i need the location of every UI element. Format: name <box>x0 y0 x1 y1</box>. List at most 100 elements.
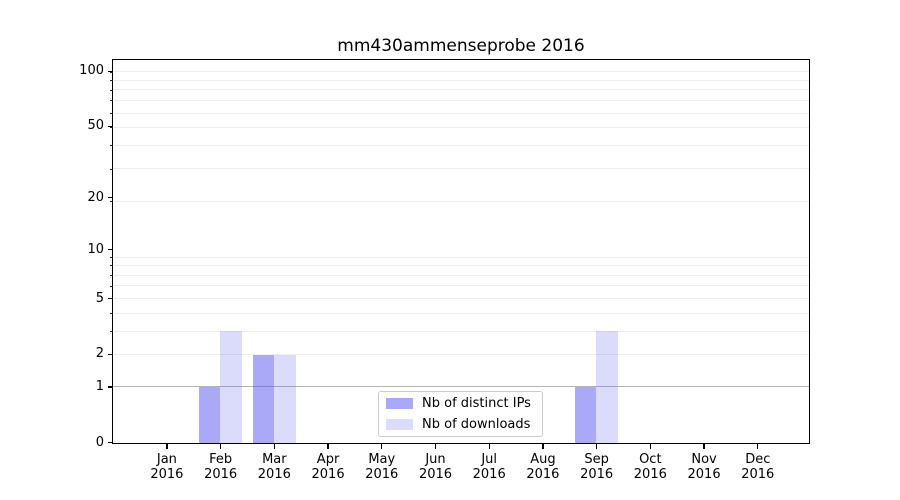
legend-item-downloads: Nb of downloads <box>386 415 535 435</box>
y-minor-tick <box>110 127 113 129</box>
x-tick-label: Nov 2016 <box>674 452 734 482</box>
x-tick-month: Sep <box>584 452 609 467</box>
y-tick <box>107 249 113 251</box>
x-tick-year: 2016 <box>580 467 614 482</box>
bar-downloads-sep <box>596 331 618 443</box>
x-tick <box>488 444 490 449</box>
y-minor-tick <box>110 201 113 203</box>
gridline-minor <box>113 265 809 267</box>
x-tick-month: Mar <box>262 452 287 467</box>
bar-downloads-mar <box>274 354 296 443</box>
gridline-minor <box>113 100 809 102</box>
x-tick-label: Jun 2016 <box>405 452 465 482</box>
gridline-minor <box>113 71 809 73</box>
y-minor-tick <box>110 298 113 300</box>
y-minor-tick <box>110 145 113 147</box>
x-tick <box>596 444 598 449</box>
legend-label-distinct-ips: Nb of distinct IPs <box>422 396 531 412</box>
plot-area <box>112 59 810 444</box>
gridline-minor <box>113 312 809 314</box>
gridline-minor <box>113 297 809 299</box>
bar-distinct-ips-feb <box>198 387 221 443</box>
x-tick-month: Feb <box>209 452 233 467</box>
x-tick <box>166 444 168 449</box>
gridline-minor <box>113 330 809 332</box>
gridline-minor <box>113 168 809 170</box>
x-tick-month: May <box>368 452 396 467</box>
x-tick-year: 2016 <box>418 467 453 482</box>
y-tick-label: 100 <box>79 63 104 79</box>
y-minor-tick <box>110 71 113 73</box>
x-tick-year: 2016 <box>311 467 345 482</box>
x-tick-month: Jul <box>481 452 498 467</box>
y-tick-label: 20 <box>87 189 104 205</box>
x-tick-year: 2016 <box>687 467 721 482</box>
x-tick-year: 2016 <box>150 467 184 482</box>
gridline-minor <box>113 274 809 276</box>
legend-swatch-distinct-ips <box>386 398 413 410</box>
x-tick-year: 2016 <box>257 467 291 482</box>
x-tick <box>220 444 222 449</box>
x-tick-month: Jan <box>156 452 177 467</box>
x-tick-year: 2016 <box>741 467 775 482</box>
y-minor-tick <box>110 256 113 258</box>
x-tick-month: Dec <box>745 452 771 467</box>
legend-label-downloads: Nb of downloads <box>422 416 531 432</box>
bar-distinct-ips-mar <box>252 354 275 443</box>
gridline-minor <box>113 256 809 258</box>
gridline-minor <box>113 285 809 287</box>
y-minor-tick <box>110 265 113 267</box>
x-tick-month: Aug <box>530 452 556 467</box>
x-tick-label: Jan 2016 <box>137 452 197 482</box>
x-tick-month: Apr <box>316 452 340 467</box>
y-minor-tick <box>110 168 113 170</box>
bar-downloads-feb <box>220 331 242 443</box>
y-tick-label: 5 <box>95 290 104 306</box>
x-tick-year: 2016 <box>526 467 560 482</box>
bar-distinct-ips-sep <box>574 387 597 443</box>
x-tick-year: 2016 <box>204 467 238 482</box>
gridline-minor <box>113 145 809 147</box>
y-minor-tick <box>110 100 113 102</box>
y-tick-label: 0 <box>95 434 104 450</box>
y-minor-tick <box>110 89 113 91</box>
x-tick-year: 2016 <box>472 467 506 482</box>
x-tick-label: Jul 2016 <box>459 452 519 482</box>
x-tick <box>434 444 437 449</box>
gridline-minor <box>113 200 809 202</box>
x-tick-label: Dec 2016 <box>728 452 788 482</box>
y-tick-label: 10 <box>87 241 104 257</box>
y-minor-tick <box>110 274 113 276</box>
y-tick <box>107 442 113 444</box>
y-tick-label: 1 <box>95 379 104 394</box>
x-tick-label: Apr 2016 <box>298 452 358 482</box>
x-tick <box>327 444 329 449</box>
x-tick <box>542 444 544 449</box>
x-tick-year: 2016 <box>633 467 667 482</box>
x-tick-label: Feb 2016 <box>191 452 251 482</box>
y-minor-tick <box>110 330 113 332</box>
gridline-minor <box>113 127 809 129</box>
y-minor-tick <box>110 312 113 314</box>
gridline-emphasized <box>113 386 809 388</box>
x-tick <box>757 444 759 449</box>
x-tick-month: Nov <box>691 452 717 467</box>
x-tick-label: Aug 2016 <box>513 452 573 482</box>
x-tick-year: 2016 <box>365 467 399 482</box>
x-tick <box>273 444 275 449</box>
y-tick <box>107 197 113 199</box>
legend-swatch-downloads <box>386 418 413 430</box>
x-tick-label: May 2016 <box>352 452 412 482</box>
y-tick <box>107 125 113 127</box>
x-tick <box>703 444 705 449</box>
gridline-minor <box>113 353 809 355</box>
y-minor-tick <box>110 285 113 287</box>
y-tick-label: 50 <box>87 118 104 134</box>
x-tick-label: Mar 2016 <box>244 452 304 482</box>
x-tick-label: Oct 2016 <box>620 452 680 482</box>
y-tick-label: 2 <box>95 346 104 362</box>
x-tick-month: Jun <box>425 452 446 467</box>
legend-item-distinct-ips: Nb of distinct IPs <box>386 394 535 414</box>
y-minor-tick <box>110 80 113 82</box>
